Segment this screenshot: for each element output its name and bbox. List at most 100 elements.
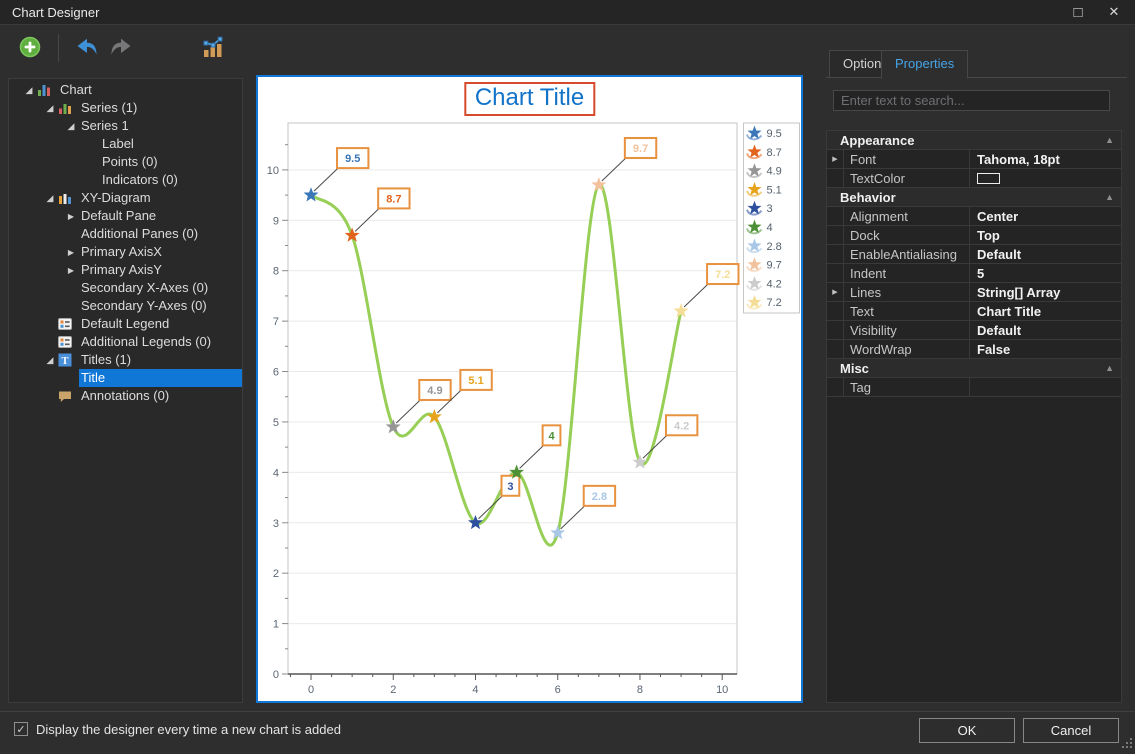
titlebar: Chart Designer bbox=[0, 0, 1135, 25]
svg-text:2: 2 bbox=[273, 568, 279, 580]
svg-text:6: 6 bbox=[555, 684, 561, 696]
property-gutter bbox=[827, 207, 844, 225]
tree-item-label: XY-Diagram bbox=[81, 190, 151, 205]
tree-item-secondary-y-axes-0[interactable]: Secondary Y-Axes (0) bbox=[9, 297, 242, 315]
legend-icon bbox=[58, 317, 76, 331]
tree-item-default-legend[interactable]: Default Legend bbox=[9, 315, 242, 333]
property-expand-icon[interactable]: ▶ bbox=[827, 150, 844, 168]
tree-expand-arrow-icon[interactable]: ◢ bbox=[25, 84, 33, 95]
property-category-appearance[interactable]: Appearance ▲ bbox=[827, 131, 1121, 150]
property-name: TextColor bbox=[850, 170, 905, 186]
svg-text:7: 7 bbox=[273, 316, 279, 328]
tree-item-label[interactable]: Label bbox=[9, 135, 242, 153]
tree-item-label: Primary AxisX bbox=[81, 244, 162, 259]
svg-text:3: 3 bbox=[767, 203, 773, 215]
tab-properties[interactable]: Properties bbox=[881, 50, 969, 79]
property-value[interactable]: String[] Array bbox=[969, 283, 1121, 301]
close-button[interactable]: ✕ bbox=[1097, 0, 1131, 24]
property-row-tag: Tag bbox=[827, 378, 1121, 397]
property-gutter bbox=[827, 169, 844, 187]
chart-title[interactable]: Chart Title bbox=[463, 82, 596, 116]
collapse-caret-icon[interactable]: ▲ bbox=[1105, 363, 1114, 373]
chart-icon bbox=[37, 83, 55, 97]
property-value[interactable] bbox=[969, 169, 1121, 187]
tree-expand-arrow-icon[interactable]: ▶ bbox=[67, 247, 75, 257]
svg-text:0: 0 bbox=[308, 684, 314, 696]
property-value[interactable]: Center bbox=[969, 207, 1121, 225]
chart-preview-panel: 0 1 2 3 4 5 6 7 8 9 10 0 2 4 6 8 10 9.5 8.7 4.9 5.1 3 4 2.8 9.7 4… bbox=[256, 75, 803, 703]
show-designer-checkbox[interactable]: ✓ bbox=[14, 722, 28, 736]
tree-item-title[interactable]: Title bbox=[9, 369, 242, 387]
svg-text:5: 5 bbox=[273, 417, 279, 429]
redo-button[interactable] bbox=[106, 33, 136, 63]
color-swatch[interactable] bbox=[977, 172, 1000, 184]
tree-item-label: Series 1 bbox=[81, 118, 129, 133]
tree-item-additional-legends-0[interactable]: Additional Legends (0) bbox=[9, 333, 242, 351]
tree-item-points-0[interactable]: Points (0) bbox=[9, 153, 242, 171]
property-value[interactable]: False bbox=[969, 340, 1121, 358]
tree-item-chart[interactable]: ◢ Chart bbox=[9, 81, 242, 99]
property-value[interactable] bbox=[969, 378, 1121, 396]
property-row-alignment: Alignment Center bbox=[827, 207, 1121, 226]
collapse-caret-icon[interactable]: ▲ bbox=[1105, 192, 1114, 202]
resize-grip-icon[interactable] bbox=[1122, 737, 1133, 752]
tree-expand-arrow-icon[interactable]: ▶ bbox=[67, 211, 75, 221]
chart-bars-line-icon bbox=[201, 35, 225, 62]
collapse-caret-icon[interactable]: ▲ bbox=[1105, 135, 1114, 145]
toolbar-separator bbox=[58, 34, 59, 62]
legend-icon bbox=[58, 335, 76, 349]
svg-text:9.5: 9.5 bbox=[345, 153, 360, 165]
svg-text:6: 6 bbox=[273, 367, 279, 379]
property-value[interactable]: Default bbox=[969, 321, 1121, 339]
tree-item-xy-diagram[interactable]: ◢ XY-Diagram bbox=[9, 189, 242, 207]
tree-item-titles-1[interactable]: ◢ T Titles (1) bbox=[9, 351, 242, 369]
property-value[interactable]: Default bbox=[969, 245, 1121, 263]
tree-item-label: Default Legend bbox=[81, 316, 170, 331]
tree-item-primary-axisy[interactable]: ▶ Primary AxisY bbox=[9, 261, 242, 279]
tree-item-annotations-0[interactable]: Annotations (0) bbox=[9, 387, 242, 405]
tree-item-additional-panes-0[interactable]: Additional Panes (0) bbox=[9, 225, 242, 243]
ok-button[interactable]: OK bbox=[919, 718, 1015, 743]
svg-text:8: 8 bbox=[637, 684, 643, 696]
property-row-indent: Indent 5 bbox=[827, 264, 1121, 283]
property-name: Dock bbox=[850, 227, 880, 243]
property-gutter bbox=[827, 226, 844, 244]
tree-item-indicators-0[interactable]: Indicators (0) bbox=[9, 171, 242, 189]
property-value[interactable]: Tahoma, 18pt bbox=[969, 150, 1121, 168]
tree-item-series-1[interactable]: ◢ Series (1) bbox=[9, 99, 242, 117]
change-chart-type-button[interactable] bbox=[198, 33, 228, 63]
cancel-button[interactable]: Cancel bbox=[1023, 718, 1119, 743]
property-value[interactable]: 5 bbox=[969, 264, 1121, 282]
tree-item-secondary-x-axes-0[interactable]: Secondary X-Axes (0) bbox=[9, 279, 242, 297]
property-value[interactable]: Top bbox=[969, 226, 1121, 244]
tree-expand-arrow-icon[interactable]: ◢ bbox=[46, 192, 54, 203]
footer-bar: ✓ Display the designer every time a new … bbox=[0, 711, 1135, 754]
maximize-button[interactable]: □ bbox=[1061, 0, 1095, 24]
tree-expand-arrow-icon[interactable]: ◢ bbox=[46, 354, 54, 365]
tree-expand-arrow-icon[interactable]: ◢ bbox=[46, 102, 54, 113]
svg-text:0: 0 bbox=[273, 669, 279, 681]
property-expand-icon[interactable]: ▶ bbox=[827, 283, 844, 301]
tree-item-label: Primary AxisY bbox=[81, 262, 162, 277]
property-row-font: ▶ Font Tahoma, 18pt bbox=[827, 150, 1121, 169]
tree-expand-arrow-icon[interactable]: ▶ bbox=[67, 265, 75, 275]
tree-expand-arrow-icon[interactable]: ◢ bbox=[67, 120, 75, 131]
svg-text:8.7: 8.7 bbox=[386, 193, 401, 205]
property-value[interactable]: Chart Title bbox=[969, 302, 1121, 320]
undo-button[interactable] bbox=[72, 33, 102, 63]
tree-item-default-pane[interactable]: ▶ Default Pane bbox=[9, 207, 242, 225]
tree-item-primary-axisx[interactable]: ▶ Primary AxisX bbox=[9, 243, 242, 261]
close-icon: ✕ bbox=[1108, 4, 1120, 19]
property-category-behavior[interactable]: Behavior ▲ bbox=[827, 188, 1121, 207]
chart-plot[interactable]: 0 1 2 3 4 5 6 7 8 9 10 0 2 4 6 8 10 9.5 8.7 4.9 5.1 3 4 2.8 9.7 4… bbox=[258, 77, 801, 701]
tree-item-label: Indicators (0) bbox=[102, 172, 178, 187]
property-name: Text bbox=[850, 303, 874, 319]
tree-item-series-1[interactable]: ◢ Series 1 bbox=[9, 117, 242, 135]
add-chart-element-button[interactable] bbox=[15, 33, 45, 63]
property-gutter bbox=[827, 321, 844, 339]
svg-text:4: 4 bbox=[472, 684, 478, 696]
property-search-input[interactable] bbox=[833, 90, 1110, 111]
svg-text:4.2: 4.2 bbox=[674, 420, 689, 432]
property-category-misc[interactable]: Misc ▲ bbox=[827, 359, 1121, 378]
tree-item-label: Default Pane bbox=[81, 208, 157, 223]
